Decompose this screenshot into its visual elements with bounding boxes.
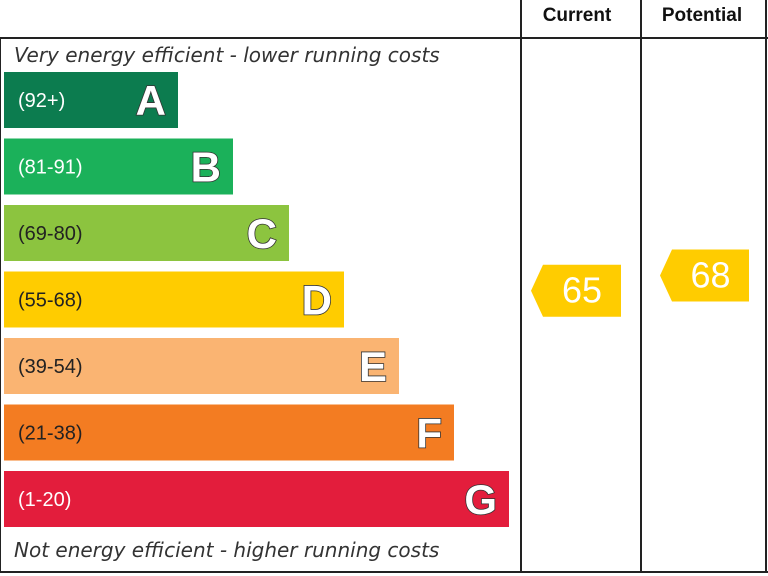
current-rating-marker: 65 (531, 264, 621, 317)
band-bar (4, 138, 233, 195)
current-column-header: Current (543, 5, 612, 26)
band-c: (69-80) C (4, 205, 289, 261)
band-bar (4, 338, 399, 394)
band-g: (1-20) G (4, 471, 509, 527)
band-letter-label: F (416, 410, 442, 457)
band-e: (39-54) E (4, 338, 399, 394)
rating-markers: 65 68 (531, 249, 749, 317)
band-f: (21-38) F (4, 404, 454, 461)
band-range-label: (21-38) (18, 423, 82, 445)
band-b: (81-91) B (4, 138, 233, 195)
band-bar (4, 72, 178, 128)
band-bar (4, 205, 289, 261)
bottom-caption: Not energy efficient - higher running co… (14, 538, 439, 562)
potential-arrow (660, 249, 749, 302)
band-range-label: (92+) (18, 90, 65, 112)
band-letter-label: D (302, 277, 332, 324)
band-letter-label: E (359, 343, 387, 390)
top-caption: Very energy efficient - lower running co… (14, 43, 440, 67)
band-a: (92+) A (4, 72, 178, 128)
potential-column-header: Potential (662, 5, 742, 26)
band-bar (4, 471, 509, 527)
band-d: (55-68) D (4, 271, 344, 328)
band-letter-label: G (464, 476, 497, 523)
potential-rating-marker: 68 (660, 249, 749, 302)
current-arrow (531, 264, 621, 317)
rating-bands: (92+) A (81-91) B (69-80) C (55-68) D (39-54) E (2… (4, 72, 509, 527)
current-rating-value: 65 (562, 270, 602, 311)
band-letter-label: B (191, 144, 221, 191)
band-range-label: (55-68) (18, 290, 82, 312)
band-range-label: (1-20) (18, 489, 71, 511)
band-bar (4, 404, 454, 461)
potential-rating-value: 68 (690, 255, 730, 296)
band-range-label: (39-54) (18, 356, 82, 378)
band-letter-label: A (136, 77, 166, 124)
band-range-label: (81-91) (18, 157, 82, 179)
band-letter-label: C (247, 210, 277, 257)
band-bar (4, 271, 344, 328)
band-range-label: (69-80) (18, 223, 82, 245)
